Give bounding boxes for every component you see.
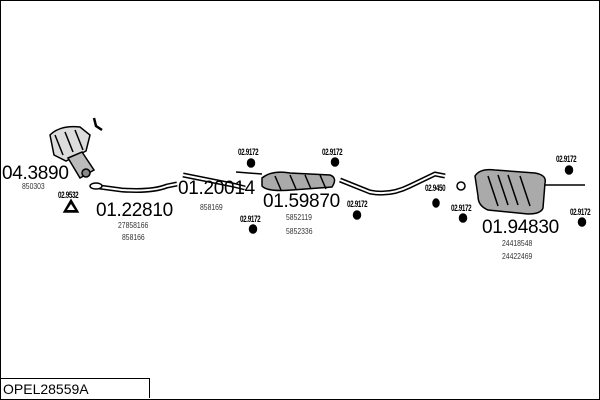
fitting-number: 02.9532 xyxy=(58,190,79,200)
part-ref: 5852336 xyxy=(286,227,313,236)
part-number: 01.94830 xyxy=(482,217,559,238)
part-number: 01.20014 xyxy=(178,178,255,199)
diagram-title: OPEL28559A xyxy=(0,378,150,398)
part-ref: 858166 xyxy=(122,233,145,242)
part-number: 01.59870 xyxy=(263,191,340,212)
fitting-number: 02.9172 xyxy=(238,147,259,157)
fitting-number: 02.9172 xyxy=(240,214,261,224)
fitting-number: 02.9172 xyxy=(347,199,368,209)
middle-silencer xyxy=(261,171,336,192)
manifold-catalyst xyxy=(49,117,103,180)
fitting-number: 02.9172 xyxy=(556,154,577,164)
fitting-number: 02.9172 xyxy=(322,147,343,157)
part-number: 01.22810 xyxy=(96,200,173,221)
part-ref: 5852119 xyxy=(286,213,312,222)
part-ref: 858169 xyxy=(200,203,223,212)
fitting-number: 02.9172 xyxy=(451,203,472,213)
rear-silencer xyxy=(474,168,547,215)
part-ref: 27858166 xyxy=(118,221,149,230)
part-number: 04.3890 xyxy=(2,163,69,184)
part-ref: 850303 xyxy=(22,182,45,191)
part-ref: 24422469 xyxy=(502,252,533,261)
fitting-number: 02.9450 xyxy=(425,183,446,193)
fitting-number: 02.9172 xyxy=(570,207,591,217)
part-ref: 24418548 xyxy=(502,239,533,248)
